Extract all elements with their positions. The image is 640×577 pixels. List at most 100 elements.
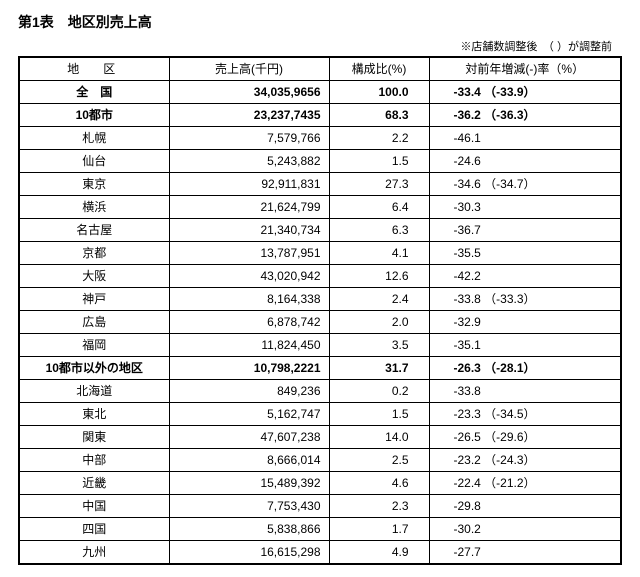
table-row: 四国5,838,8661.7-30.2 (19, 518, 621, 541)
table-row: 大阪43,020,94212.6-42.2 (19, 265, 621, 288)
cell-share: 12.6 (329, 265, 429, 288)
cell-yoy: -23.2 （-24.3） (429, 449, 621, 472)
col-share: 構成比(%) (329, 57, 429, 81)
cell-sales: 21,624,799 (169, 196, 329, 219)
cell-region: 名古屋 (19, 219, 169, 242)
cell-region: 中国 (19, 495, 169, 518)
cell-region: 京都 (19, 242, 169, 265)
col-region: 地区 (19, 57, 169, 81)
cell-share: 1.7 (329, 518, 429, 541)
cell-region: 関東 (19, 426, 169, 449)
cell-sales: 23,237,7435 (169, 104, 329, 127)
cell-share: 3.5 (329, 334, 429, 357)
cell-share: 2.2 (329, 127, 429, 150)
cell-share: 31.7 (329, 357, 429, 380)
table-row: 九州16,615,2984.9-27.7 (19, 541, 621, 565)
cell-sales: 16,615,298 (169, 541, 329, 565)
cell-yoy: -35.1 (429, 334, 621, 357)
table-row: 10都市以外の地区10,798,222131.7-26.3 （-28.1） (19, 357, 621, 380)
table-row: 東京92,911,83127.3-34.6 （-34.7） (19, 173, 621, 196)
cell-yoy: -30.2 (429, 518, 621, 541)
cell-yoy: -46.1 (429, 127, 621, 150)
cell-share: 1.5 (329, 150, 429, 173)
cell-sales: 47,607,238 (169, 426, 329, 449)
table-row: 京都13,787,9514.1-35.5 (19, 242, 621, 265)
cell-region: 札幌 (19, 127, 169, 150)
cell-share: 2.3 (329, 495, 429, 518)
cell-yoy: -26.5 （-29.6） (429, 426, 621, 449)
cell-sales: 5,162,747 (169, 403, 329, 426)
cell-region: 四国 (19, 518, 169, 541)
cell-yoy: -36.2 （-36.3） (429, 104, 621, 127)
cell-sales: 43,020,942 (169, 265, 329, 288)
table-row: 10都市23,237,743568.3-36.2 （-36.3） (19, 104, 621, 127)
cell-share: 27.3 (329, 173, 429, 196)
cell-region: 横浜 (19, 196, 169, 219)
table-row: 北海道849,2360.2-33.8 (19, 380, 621, 403)
cell-yoy: -33.8 (429, 380, 621, 403)
cell-yoy: -34.6 （-34.7） (429, 173, 621, 196)
cell-sales: 10,798,2221 (169, 357, 329, 380)
cell-sales: 13,787,951 (169, 242, 329, 265)
cell-share: 4.9 (329, 541, 429, 565)
cell-region: 10都市 (19, 104, 169, 127)
table-row: 中部8,666,0142.5-23.2 （-24.3） (19, 449, 621, 472)
cell-region: 九州 (19, 541, 169, 565)
cell-region: 全 国 (19, 81, 169, 104)
table-row: 東北5,162,7471.5-23.3 （-34.5） (19, 403, 621, 426)
cell-sales: 5,838,866 (169, 518, 329, 541)
cell-share: 100.0 (329, 81, 429, 104)
cell-region: 東北 (19, 403, 169, 426)
cell-sales: 11,824,450 (169, 334, 329, 357)
cell-share: 4.1 (329, 242, 429, 265)
cell-yoy: -24.6 (429, 150, 621, 173)
cell-yoy: -32.9 (429, 311, 621, 334)
table-row: 仙台5,243,8821.5-24.6 (19, 150, 621, 173)
table-row: 名古屋21,340,7346.3-36.7 (19, 219, 621, 242)
cell-share: 68.3 (329, 104, 429, 127)
cell-sales: 34,035,9656 (169, 81, 329, 104)
table-row: 関東47,607,23814.0-26.5 （-29.6） (19, 426, 621, 449)
cell-yoy: -29.8 (429, 495, 621, 518)
cell-sales: 21,340,734 (169, 219, 329, 242)
cell-share: 2.5 (329, 449, 429, 472)
sales-by-region-table: 地区 売上高(千円) 構成比(%) 対前年増減(-)率（%） 全 国34,035… (18, 56, 622, 565)
cell-yoy: -33.8 （-33.3） (429, 288, 621, 311)
table-row: 広島6,878,7422.0-32.9 (19, 311, 621, 334)
cell-region: 10都市以外の地区 (19, 357, 169, 380)
cell-yoy: -22.4 （-21.2） (429, 472, 621, 495)
table-header-row: 地区 売上高(千円) 構成比(%) 対前年増減(-)率（%） (19, 57, 621, 81)
table-title: 第1表 地区別売上高 (18, 12, 622, 32)
cell-region: 近畿 (19, 472, 169, 495)
cell-sales: 8,666,014 (169, 449, 329, 472)
table-row: 横浜21,624,7996.4-30.3 (19, 196, 621, 219)
cell-share: 14.0 (329, 426, 429, 449)
cell-sales: 7,753,430 (169, 495, 329, 518)
cell-yoy: -42.2 (429, 265, 621, 288)
table-note: ※店舗数調整後 （ ）が調整前 (18, 38, 622, 54)
table-row: 中国7,753,4302.3-29.8 (19, 495, 621, 518)
cell-yoy: -27.7 (429, 541, 621, 565)
table-row: 神戸8,164,3382.4-33.8 （-33.3） (19, 288, 621, 311)
cell-sales: 15,489,392 (169, 472, 329, 495)
table-row: 近畿15,489,3924.6-22.4 （-21.2） (19, 472, 621, 495)
cell-yoy: -26.3 （-28.1） (429, 357, 621, 380)
table-row: 全 国34,035,9656100.0-33.4 （-33.9） (19, 81, 621, 104)
cell-sales: 92,911,831 (169, 173, 329, 196)
cell-region: 北海道 (19, 380, 169, 403)
cell-yoy: -36.7 (429, 219, 621, 242)
cell-region: 広島 (19, 311, 169, 334)
cell-sales: 5,243,882 (169, 150, 329, 173)
cell-share: 6.3 (329, 219, 429, 242)
cell-region: 福岡 (19, 334, 169, 357)
cell-share: 6.4 (329, 196, 429, 219)
cell-sales: 8,164,338 (169, 288, 329, 311)
cell-yoy: -33.4 （-33.9） (429, 81, 621, 104)
cell-region: 仙台 (19, 150, 169, 173)
cell-share: 1.5 (329, 403, 429, 426)
table-row: 札幌7,579,7662.2-46.1 (19, 127, 621, 150)
cell-sales: 849,236 (169, 380, 329, 403)
cell-region: 東京 (19, 173, 169, 196)
cell-share: 2.4 (329, 288, 429, 311)
cell-region: 大阪 (19, 265, 169, 288)
